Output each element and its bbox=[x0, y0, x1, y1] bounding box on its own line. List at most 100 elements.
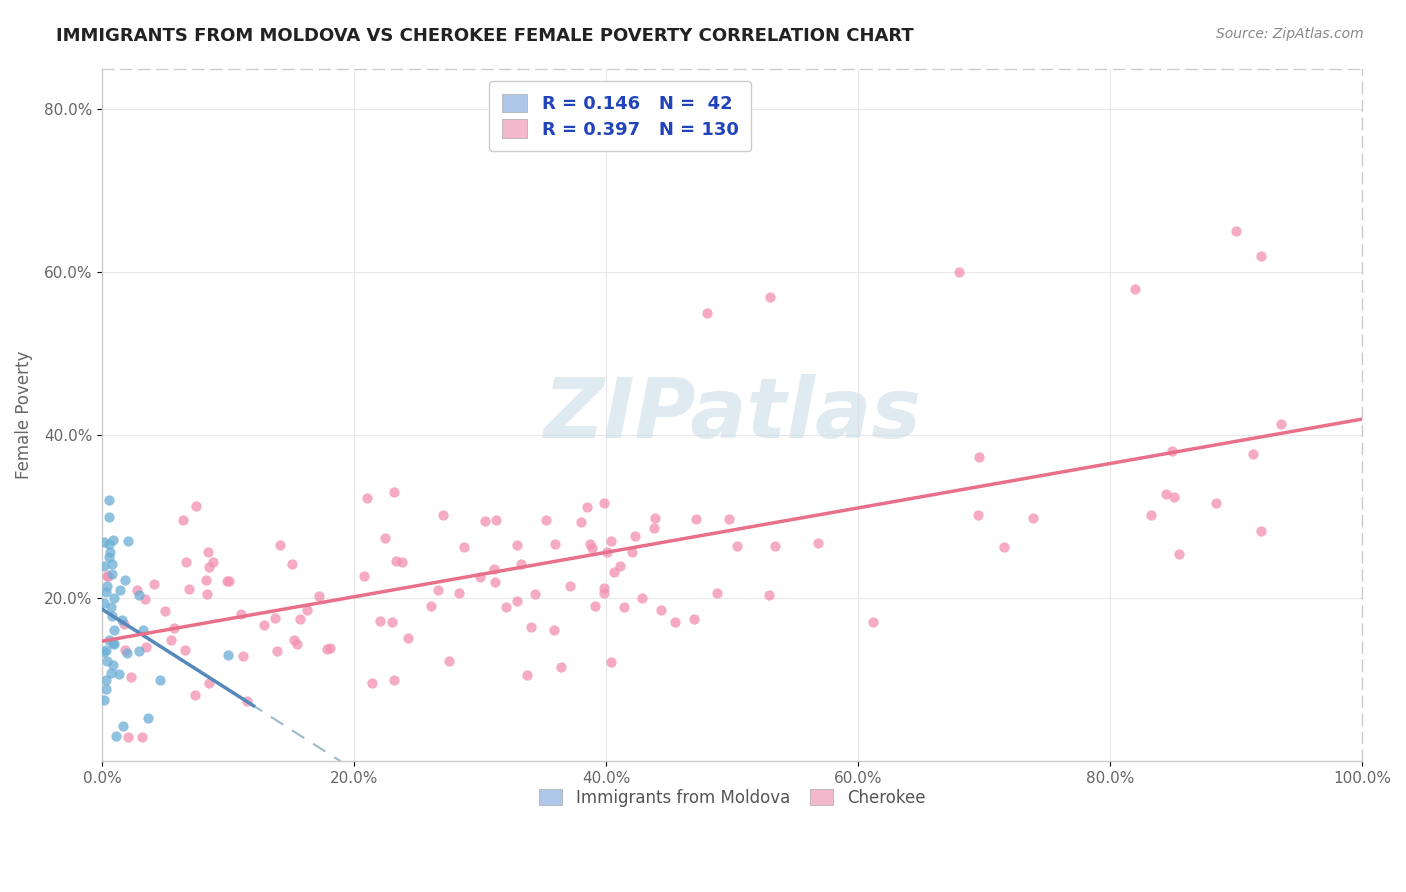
Point bbox=[253, 618, 276, 632]
Point bbox=[100, 665, 122, 680]
Point bbox=[269, 538, 291, 552]
Point bbox=[103, 637, 125, 651]
Point bbox=[725, 539, 748, 553]
Point bbox=[966, 508, 988, 523]
Point bbox=[432, 508, 454, 522]
Point bbox=[316, 642, 339, 657]
Point bbox=[97, 493, 120, 508]
Point bbox=[101, 557, 124, 571]
Point bbox=[96, 569, 118, 583]
Point bbox=[396, 631, 419, 645]
Point bbox=[134, 592, 156, 607]
Point bbox=[94, 673, 117, 687]
Point bbox=[98, 545, 121, 559]
Text: ZIPatlas: ZIPatlas bbox=[543, 375, 921, 455]
Point bbox=[131, 730, 153, 744]
Point bbox=[506, 537, 529, 551]
Point bbox=[685, 512, 707, 526]
Point bbox=[595, 545, 617, 559]
Point bbox=[523, 587, 546, 601]
Point bbox=[172, 513, 194, 527]
Point bbox=[295, 603, 318, 617]
Point bbox=[101, 609, 124, 624]
Point bbox=[162, 621, 184, 635]
Point bbox=[807, 536, 830, 550]
Point bbox=[101, 657, 124, 672]
Point bbox=[264, 611, 287, 625]
Point bbox=[160, 633, 183, 648]
Point bbox=[862, 615, 884, 629]
Point bbox=[177, 582, 200, 596]
Point bbox=[283, 633, 305, 648]
Point bbox=[128, 643, 150, 657]
Point bbox=[706, 586, 728, 600]
Point bbox=[370, 614, 392, 628]
Point bbox=[550, 660, 572, 674]
Point bbox=[579, 537, 602, 551]
Point bbox=[484, 574, 506, 589]
Point bbox=[384, 554, 406, 568]
Point bbox=[100, 600, 122, 615]
Point bbox=[143, 576, 166, 591]
Point bbox=[97, 550, 120, 565]
Point bbox=[96, 585, 118, 599]
Point bbox=[111, 613, 134, 627]
Point bbox=[621, 545, 644, 559]
Point bbox=[93, 645, 115, 659]
Point bbox=[696, 306, 718, 320]
Point bbox=[1250, 249, 1272, 263]
Point bbox=[1250, 524, 1272, 539]
Point bbox=[474, 514, 496, 528]
Point bbox=[993, 540, 1015, 554]
Point bbox=[485, 513, 508, 527]
Point bbox=[120, 670, 142, 684]
Point bbox=[967, 450, 990, 464]
Point bbox=[1270, 417, 1292, 431]
Point bbox=[1205, 496, 1227, 510]
Point bbox=[112, 719, 135, 733]
Legend: Immigrants from Moldova, Cherokee: Immigrants from Moldova, Cherokee bbox=[531, 780, 934, 815]
Point bbox=[101, 533, 124, 547]
Point bbox=[1163, 490, 1185, 504]
Point bbox=[96, 654, 118, 668]
Point bbox=[583, 599, 606, 613]
Point bbox=[516, 667, 538, 681]
Point bbox=[650, 603, 672, 617]
Point bbox=[1154, 487, 1177, 501]
Point bbox=[198, 675, 221, 690]
Point bbox=[543, 623, 565, 637]
Point bbox=[288, 612, 311, 626]
Point bbox=[195, 587, 218, 601]
Text: IMMIGRANTS FROM MOLDOVA VS CHEROKEE FEMALE POVERTY CORRELATION CHART: IMMIGRANTS FROM MOLDOVA VS CHEROKEE FEMA… bbox=[56, 27, 914, 45]
Point bbox=[1022, 510, 1045, 524]
Point bbox=[218, 574, 240, 588]
Point bbox=[229, 607, 252, 622]
Point bbox=[195, 574, 218, 588]
Point bbox=[593, 586, 616, 600]
Point bbox=[948, 265, 970, 279]
Point bbox=[101, 566, 124, 581]
Point bbox=[132, 623, 155, 637]
Point bbox=[127, 582, 149, 597]
Point bbox=[184, 688, 207, 702]
Point bbox=[115, 646, 138, 660]
Point bbox=[506, 594, 529, 608]
Point bbox=[643, 521, 665, 535]
Point bbox=[280, 557, 302, 571]
Point bbox=[174, 555, 197, 569]
Point bbox=[1241, 447, 1264, 461]
Point bbox=[93, 535, 115, 549]
Point bbox=[495, 599, 517, 614]
Point bbox=[382, 485, 405, 500]
Point bbox=[93, 558, 115, 573]
Point bbox=[186, 499, 208, 513]
Point bbox=[103, 591, 125, 605]
Point bbox=[356, 491, 378, 506]
Point bbox=[108, 666, 131, 681]
Point bbox=[381, 615, 404, 629]
Point bbox=[534, 513, 557, 527]
Point bbox=[1140, 508, 1163, 523]
Point bbox=[108, 583, 131, 598]
Point bbox=[103, 623, 125, 637]
Point bbox=[758, 588, 780, 602]
